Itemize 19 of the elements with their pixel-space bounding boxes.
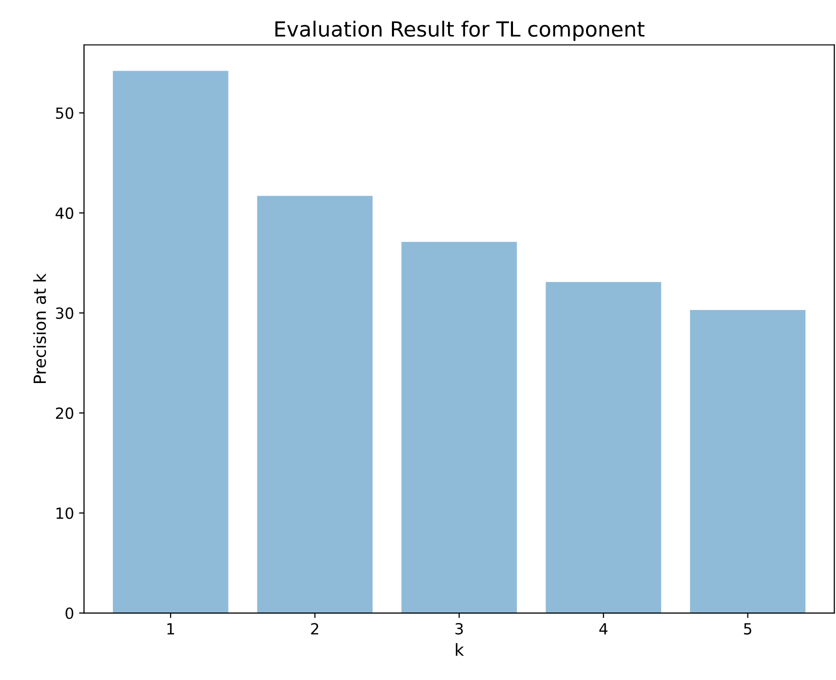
y-tick-label: 0	[66, 607, 74, 620]
bar	[112, 70, 228, 614]
chart-title: Evaluation Result for TL component	[275, 20, 644, 41]
y-tick-label: 50	[56, 107, 74, 119]
bar	[401, 242, 517, 614]
x-tick-label: 5	[744, 623, 752, 635]
y-tick-label: 30	[56, 307, 74, 319]
x-tick-label: 2	[311, 623, 318, 634]
y-tick-label: 20	[56, 407, 74, 419]
x-tick-label: 3	[455, 623, 463, 635]
x-tick-label: 1	[167, 623, 174, 634]
bar	[690, 310, 806, 614]
x-axis-title: k	[456, 643, 464, 656]
y-tick-label: 40	[56, 207, 74, 219]
y-axis-title: Precision at k	[33, 273, 46, 383]
bar	[546, 282, 662, 614]
bar	[257, 196, 373, 614]
x-tick-label: 4	[599, 623, 608, 634]
y-tick-label: 10	[56, 507, 74, 520]
